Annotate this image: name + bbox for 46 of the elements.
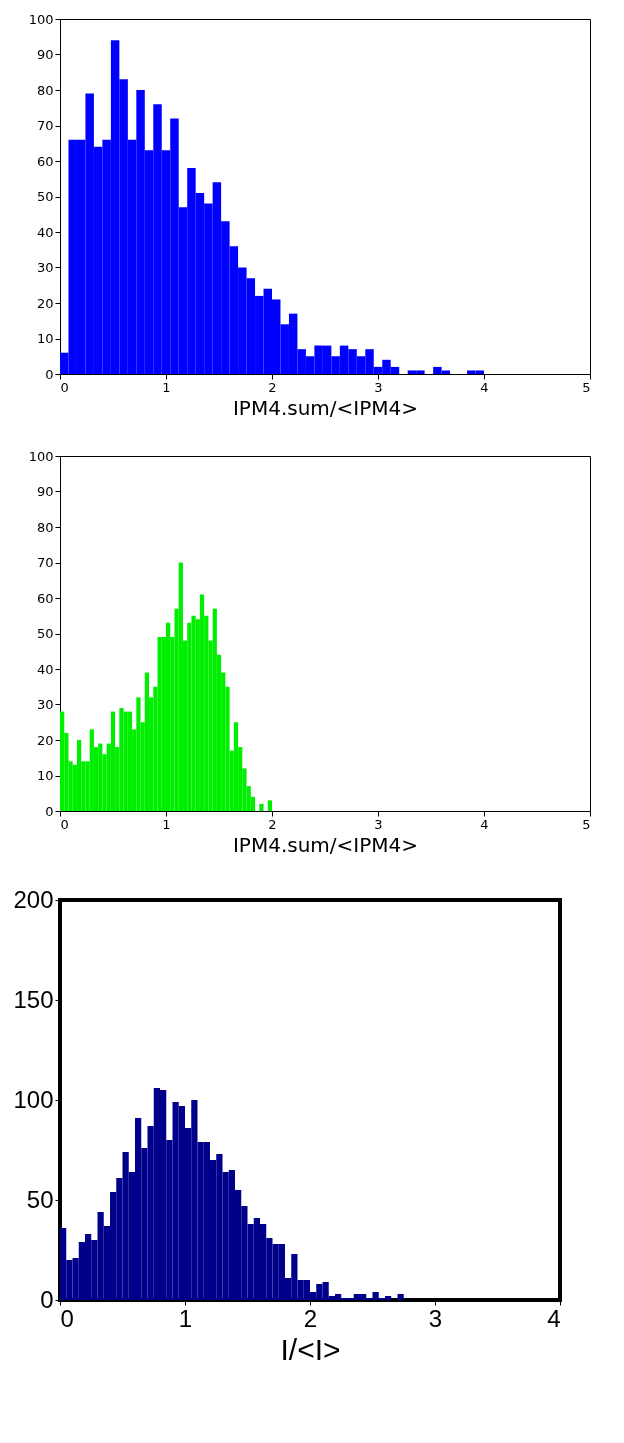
y-tick-label: 50 (36, 626, 54, 641)
x-tick-label: 3 (374, 379, 383, 395)
y-tick-label: 20 (36, 295, 54, 311)
y-tick-label: 30 (36, 697, 54, 712)
x-tick-label: 4 (480, 379, 489, 395)
y-tick-label: 40 (36, 661, 54, 677)
y-tick-label: 10 (36, 331, 54, 346)
x-tick-label: 4 (547, 1304, 561, 1332)
x-tick-label: 1 (162, 816, 171, 832)
y-tick-label: 10 (36, 768, 54, 783)
x-tick-label: 3 (428, 1304, 443, 1332)
y-tick-label: 60 (36, 590, 54, 606)
y-tick-label: 50 (26, 1185, 54, 1213)
x-axis-title: IPM4.sum/<IPM4> (232, 395, 419, 420)
x-tick-label: 1 (162, 379, 171, 395)
y-tick-label: 70 (36, 118, 54, 133)
y-tick-label: 60 (36, 153, 54, 169)
y-tick-label: 150 (13, 985, 54, 1013)
y-tick-label: 200 (13, 885, 54, 913)
x-tick-label: 3 (374, 816, 383, 832)
y-tick-label: 0 (45, 366, 54, 382)
x-axis-title: IPM4.sum/<IPM4> (232, 832, 419, 857)
y-tick-label: 0 (40, 1285, 54, 1313)
x-axis-title: I/<I> (280, 1332, 341, 1366)
y-tick-label: 70 (36, 555, 54, 570)
y-tick-label: 30 (36, 260, 54, 275)
y-tick-label: 40 (36, 224, 54, 240)
y-tick-label: 50 (36, 189, 54, 204)
y-tick-label: 80 (36, 519, 54, 535)
y-tick-label: 20 (36, 732, 54, 748)
x-tick-label: 2 (303, 1304, 318, 1332)
y-tick-label: 90 (36, 484, 54, 499)
x-tick-label: 2 (268, 816, 277, 832)
x-tick-label: 0 (60, 379, 69, 395)
y-tick-label: 80 (36, 82, 54, 98)
x-tick-label: 0 (60, 816, 69, 832)
x-tick-label: 1 (178, 1304, 193, 1332)
y-tick-label: 100 (28, 11, 54, 27)
y-tick-label: 100 (13, 1085, 54, 1113)
y-tick-label: 100 (28, 448, 54, 464)
x-tick-label: 5 (582, 379, 591, 395)
x-tick-label: 5 (582, 816, 591, 832)
x-tick-label: 4 (480, 816, 489, 832)
x-tick-label: 2 (268, 379, 277, 395)
y-tick-label: 0 (45, 803, 54, 819)
y-tick-label: 90 (36, 47, 54, 62)
